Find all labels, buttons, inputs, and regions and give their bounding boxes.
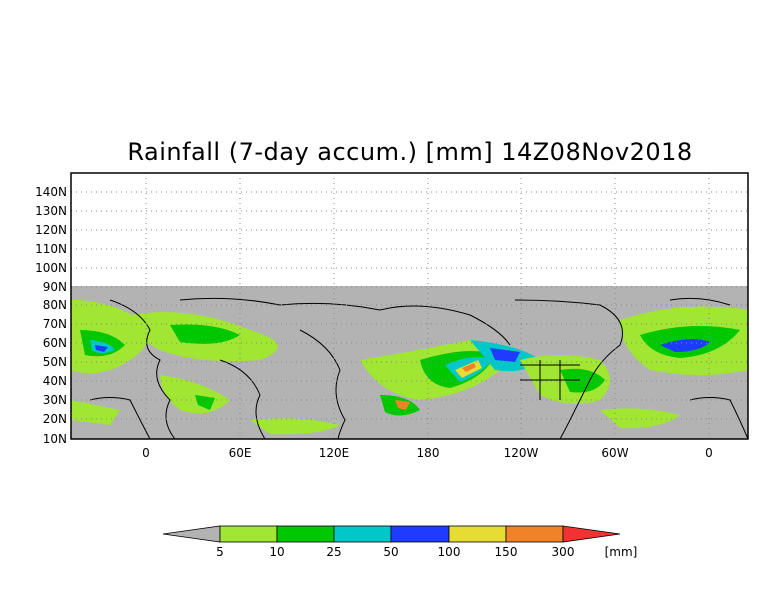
lon-label: 120W bbox=[504, 446, 539, 460]
legend-threshold: 50 bbox=[383, 545, 398, 559]
legend-swatch bbox=[448, 525, 507, 543]
legend-swatch bbox=[333, 525, 392, 543]
lat-label: 70N bbox=[43, 317, 67, 331]
lat-label: 50N bbox=[43, 355, 67, 369]
lon-labels: 0 60E 120E 180 120W 60W 0 bbox=[142, 446, 713, 460]
legend-swatch bbox=[390, 525, 450, 543]
lat-label: 20N bbox=[43, 412, 67, 426]
legend-threshold: 150 bbox=[495, 545, 518, 559]
legend-threshold: 100 bbox=[438, 545, 461, 559]
legend-swatch-above bbox=[562, 525, 621, 543]
legend-unit: [mm] bbox=[605, 545, 638, 559]
legend-threshold: 300 bbox=[552, 545, 575, 559]
lat-labels: 140N 130N 120N 110N 100N 90N 80N 70N 60N… bbox=[35, 185, 67, 446]
lat-label: 30N bbox=[43, 393, 67, 407]
lon-label: 0 bbox=[142, 446, 150, 460]
lon-label: 120E bbox=[319, 446, 350, 460]
legend-threshold: 10 bbox=[269, 545, 284, 559]
lat-label: 110N bbox=[35, 242, 67, 256]
lat-label: 90N bbox=[43, 280, 67, 294]
legend-threshold: 25 bbox=[326, 545, 341, 559]
lat-label: 80N bbox=[43, 298, 67, 312]
lat-label: 10N bbox=[43, 432, 67, 446]
map-title: Rainfall (7-day accum.) [mm] 14Z08Nov201… bbox=[127, 138, 693, 166]
lat-label: 100N bbox=[35, 261, 67, 275]
lat-label: 140N bbox=[35, 185, 67, 199]
color-legend: 5 10 25 50 100 150 300 [mm] bbox=[162, 525, 638, 559]
lon-label: 60E bbox=[229, 446, 252, 460]
lat-label: 40N bbox=[43, 374, 67, 388]
coastlines bbox=[89, 297, 749, 440]
legend-swatch bbox=[219, 525, 278, 543]
lon-label: 0 bbox=[705, 446, 713, 460]
legend-swatch bbox=[505, 525, 564, 543]
legend-swatch-below bbox=[162, 525, 221, 543]
legend-swatch bbox=[276, 525, 335, 543]
lat-label: 60N bbox=[43, 336, 67, 350]
map-frame bbox=[70, 172, 749, 440]
lon-label: 180 bbox=[417, 446, 440, 460]
legend-threshold: 5 bbox=[216, 545, 224, 559]
lat-label: 120N bbox=[35, 223, 67, 237]
lat-label: 130N bbox=[35, 204, 67, 218]
lon-label: 60W bbox=[601, 446, 628, 460]
